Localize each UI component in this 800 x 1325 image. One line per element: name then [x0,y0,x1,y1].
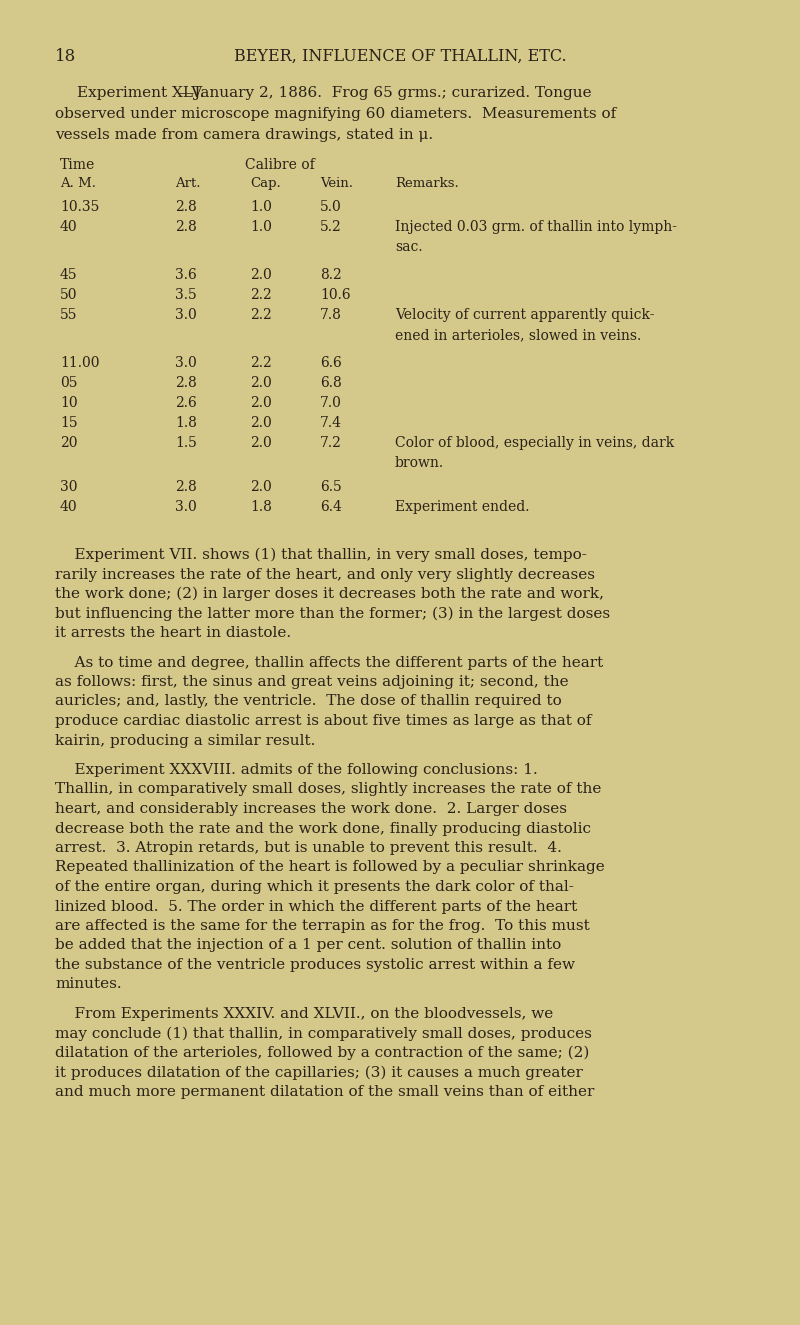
Text: A. M.: A. M. [60,178,96,189]
Text: 2.0: 2.0 [250,268,272,282]
Text: be added that the injection of a 1 per cent. solution of thallin into: be added that the injection of a 1 per c… [55,938,562,953]
Text: 2.8: 2.8 [175,480,197,494]
Text: Thallin, in comparatively small doses, slightly increases the rate of the: Thallin, in comparatively small doses, s… [55,783,602,796]
Text: 7.8: 7.8 [320,307,342,322]
Text: 40: 40 [60,220,78,235]
Text: 3.6: 3.6 [175,268,197,282]
Text: 20: 20 [60,436,78,450]
Text: 50: 50 [60,288,78,302]
Text: ened in arterioles, slowed in veins.: ened in arterioles, slowed in veins. [395,329,642,342]
Text: 2.8: 2.8 [175,200,197,215]
Text: Remarks.: Remarks. [395,178,458,189]
Text: 5.0: 5.0 [320,200,342,215]
Text: Experiment VII. shows (1) that thallin, in very small doses, tempo-: Experiment VII. shows (1) that thallin, … [55,549,587,562]
Text: 1.8: 1.8 [250,500,272,514]
Text: but influencing the latter more than the former; (3) in the largest doses: but influencing the latter more than the… [55,607,610,621]
Text: 6.4: 6.4 [320,500,342,514]
Text: the work done; (2) in larger doses it decreases both the rate and work,: the work done; (2) in larger doses it de… [55,587,604,602]
Text: 1.0: 1.0 [250,200,272,215]
Text: 2.6: 2.6 [175,396,197,409]
Text: 3.0: 3.0 [175,307,197,322]
Text: 3.0: 3.0 [175,356,197,370]
Text: and much more permanent dilatation of the small veins than of either: and much more permanent dilatation of th… [55,1085,594,1098]
Text: 3.0: 3.0 [175,500,197,514]
Text: 2.8: 2.8 [175,220,197,235]
Text: may conclude (1) that thallin, in comparatively small doses, produces: may conclude (1) that thallin, in compar… [55,1027,592,1041]
Text: 1.0: 1.0 [250,220,272,235]
Text: minutes.: minutes. [55,978,122,991]
Text: brown.: brown. [395,456,444,470]
Text: 7.0: 7.0 [320,396,342,409]
Text: Experiment ended.: Experiment ended. [395,500,530,514]
Text: arrest.  3. Atropin retards, but is unable to prevent this result.  4.: arrest. 3. Atropin retards, but is unabl… [55,841,562,855]
Text: Art.: Art. [175,178,201,189]
Text: as follows: first, the sinus and great veins adjoining it; second, the: as follows: first, the sinus and great v… [55,674,569,689]
Text: 40: 40 [60,500,78,514]
Text: 05: 05 [60,376,78,390]
Text: linized blood.  5. The order in which the different parts of the heart: linized blood. 5. The order in which the… [55,900,578,913]
Text: As to time and degree, thallin affects the different parts of the heart: As to time and degree, thallin affects t… [55,656,603,669]
Text: 15: 15 [60,416,78,431]
Text: Calibre of: Calibre of [245,158,314,172]
Text: 30: 30 [60,480,78,494]
Text: decrease both the rate and the work done, finally producing diastolic: decrease both the rate and the work done… [55,822,591,836]
Text: heart, and considerably increases the work done.  2. Larger doses: heart, and considerably increases the wo… [55,802,567,816]
Text: 1.8: 1.8 [175,416,197,431]
Text: Experiment XLV.: Experiment XLV. [77,86,204,99]
Text: it produces dilatation of the capillaries; (3) it causes a much greater: it produces dilatation of the capillarie… [55,1065,583,1080]
Text: 2.2: 2.2 [250,307,272,322]
Text: Vein.: Vein. [320,178,353,189]
Text: 7.2: 7.2 [320,436,342,450]
Text: 45: 45 [60,268,78,282]
Text: 7.4: 7.4 [320,416,342,431]
Text: kairin, producing a similar result.: kairin, producing a similar result. [55,734,315,747]
Text: 6.5: 6.5 [320,480,342,494]
Text: Repeated thallinization of the heart is followed by a peculiar shrinkage: Repeated thallinization of the heart is … [55,860,605,875]
Text: 10: 10 [60,396,78,409]
Text: observed under microscope magnifying 60 diameters.  Measurements of: observed under microscope magnifying 60 … [55,107,616,121]
Text: 10.6: 10.6 [320,288,350,302]
Text: sac.: sac. [395,240,422,254]
Text: Injected 0.03 grm. of thallin into lymph-: Injected 0.03 grm. of thallin into lymph… [395,220,677,235]
Text: rarily increases the rate of the heart, and only very slightly decreases: rarily increases the rate of the heart, … [55,567,595,582]
Text: Time: Time [60,158,95,172]
Text: 6.8: 6.8 [320,376,342,390]
Text: 2.0: 2.0 [250,436,272,450]
Text: 3.5: 3.5 [175,288,197,302]
Text: 1.5: 1.5 [175,436,197,450]
Text: 2.0: 2.0 [250,416,272,431]
Text: 2.2: 2.2 [250,356,272,370]
Text: it arrests the heart in diastole.: it arrests the heart in diastole. [55,625,291,640]
Text: Experiment XXXVIII. admits of the following conclusions: 1.: Experiment XXXVIII. admits of the follow… [55,763,538,776]
Text: BEYER, INFLUENCE OF THALLIN, ETC.: BEYER, INFLUENCE OF THALLIN, ETC. [234,48,566,65]
Text: 2.2: 2.2 [250,288,272,302]
Text: Velocity of current apparently quick-: Velocity of current apparently quick- [395,307,654,322]
Text: vessels made from camera drawings, stated in μ.: vessels made from camera drawings, state… [55,129,433,142]
Text: Cap.: Cap. [250,178,281,189]
Text: From Experiments XXXIV. and XLVII., on the bloodvessels, we: From Experiments XXXIV. and XLVII., on t… [55,1007,554,1022]
Text: 11.00: 11.00 [60,356,99,370]
Text: 2.0: 2.0 [250,480,272,494]
Text: of the entire organ, during which it presents the dark color of thal-: of the entire organ, during which it pre… [55,880,574,894]
Text: 8.2: 8.2 [320,268,342,282]
Text: 10.35: 10.35 [60,200,99,215]
Text: 2.0: 2.0 [250,376,272,390]
Text: the substance of the ventricle produces systolic arrest within a few: the substance of the ventricle produces … [55,958,575,973]
Text: —January 2, 1886.  Frog 65 grms.; curarized. Tongue: —January 2, 1886. Frog 65 grms.; curariz… [179,86,592,99]
Text: auricles; and, lastly, the ventricle.  The dose of thallin required to: auricles; and, lastly, the ventricle. Th… [55,694,562,709]
Text: are affected is the same for the terrapin as for the frog.  To this must: are affected is the same for the terrapi… [55,920,590,933]
Text: 2.8: 2.8 [175,376,197,390]
Text: 5.2: 5.2 [320,220,342,235]
Text: Color of blood, especially in veins, dark: Color of blood, especially in veins, dar… [395,436,674,450]
Text: 18: 18 [55,48,76,65]
Text: dilatation of the arterioles, followed by a contraction of the same; (2): dilatation of the arterioles, followed b… [55,1045,590,1060]
Text: produce cardiac diastolic arrest is about five times as large as that of: produce cardiac diastolic arrest is abou… [55,714,591,727]
Text: 55: 55 [60,307,78,322]
Text: 6.6: 6.6 [320,356,342,370]
Text: 2.0: 2.0 [250,396,272,409]
